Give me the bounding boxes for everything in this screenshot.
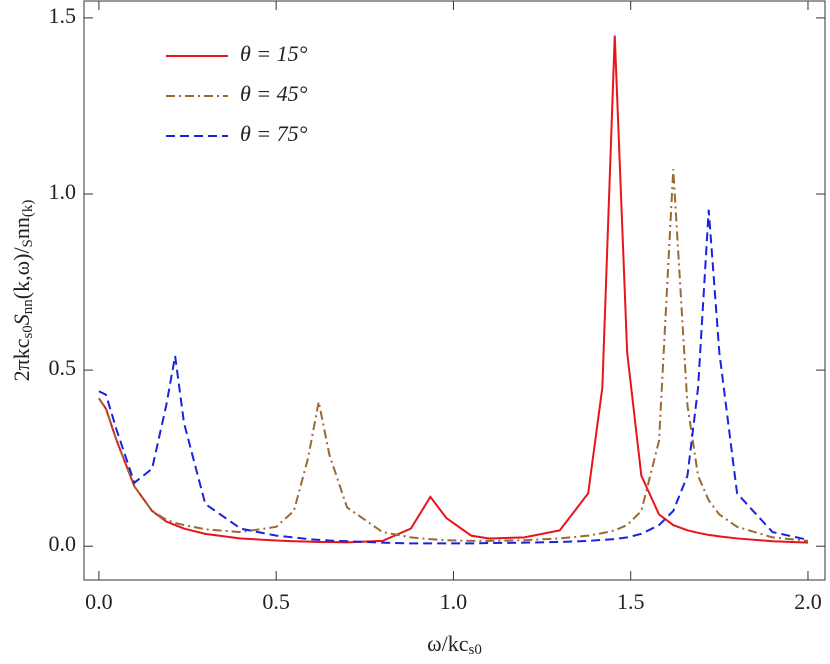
- legend-label: θ = 15°: [240, 41, 308, 66]
- label-part: S: [9, 314, 34, 325]
- line-series: [98, 169, 809, 542]
- label-part: 2πkc: [9, 338, 34, 381]
- line-series: [98, 35, 809, 544]
- legend-label: θ = 45°: [240, 81, 308, 106]
- y-tick-label: 0.5: [49, 355, 77, 380]
- y-axis-label: 2πkcs0Snn(k,ω)/Snn(k): [9, 200, 36, 382]
- label-subscript: nn: [20, 299, 36, 315]
- x-tick-label: 0.5: [262, 589, 290, 614]
- x-tick-label: 0.0: [85, 589, 113, 614]
- legend-label: θ = 75°: [240, 121, 308, 146]
- label-subscript: S: [20, 239, 36, 247]
- x-axis-label: ω/kcs0: [427, 631, 482, 658]
- line-series: [98, 209, 809, 545]
- label-part: (k,ω)/: [9, 247, 34, 300]
- y-tick-label: 0.0: [49, 531, 77, 556]
- label-part: ω/kc: [427, 631, 469, 656]
- label-subscript: (k): [20, 200, 36, 218]
- x-tick-label: 1.5: [617, 589, 645, 614]
- plot-frame: [83, 0, 826, 581]
- y-tick-label: 1.5: [49, 3, 77, 28]
- x-tick-label: 2.0: [794, 589, 822, 614]
- y-tick-label: 1.0: [49, 179, 77, 204]
- label-subscript: s0: [469, 642, 482, 658]
- label-part: nn: [9, 217, 34, 239]
- label-subscript: s0: [20, 325, 36, 338]
- x-tick-label: 1.0: [440, 589, 468, 614]
